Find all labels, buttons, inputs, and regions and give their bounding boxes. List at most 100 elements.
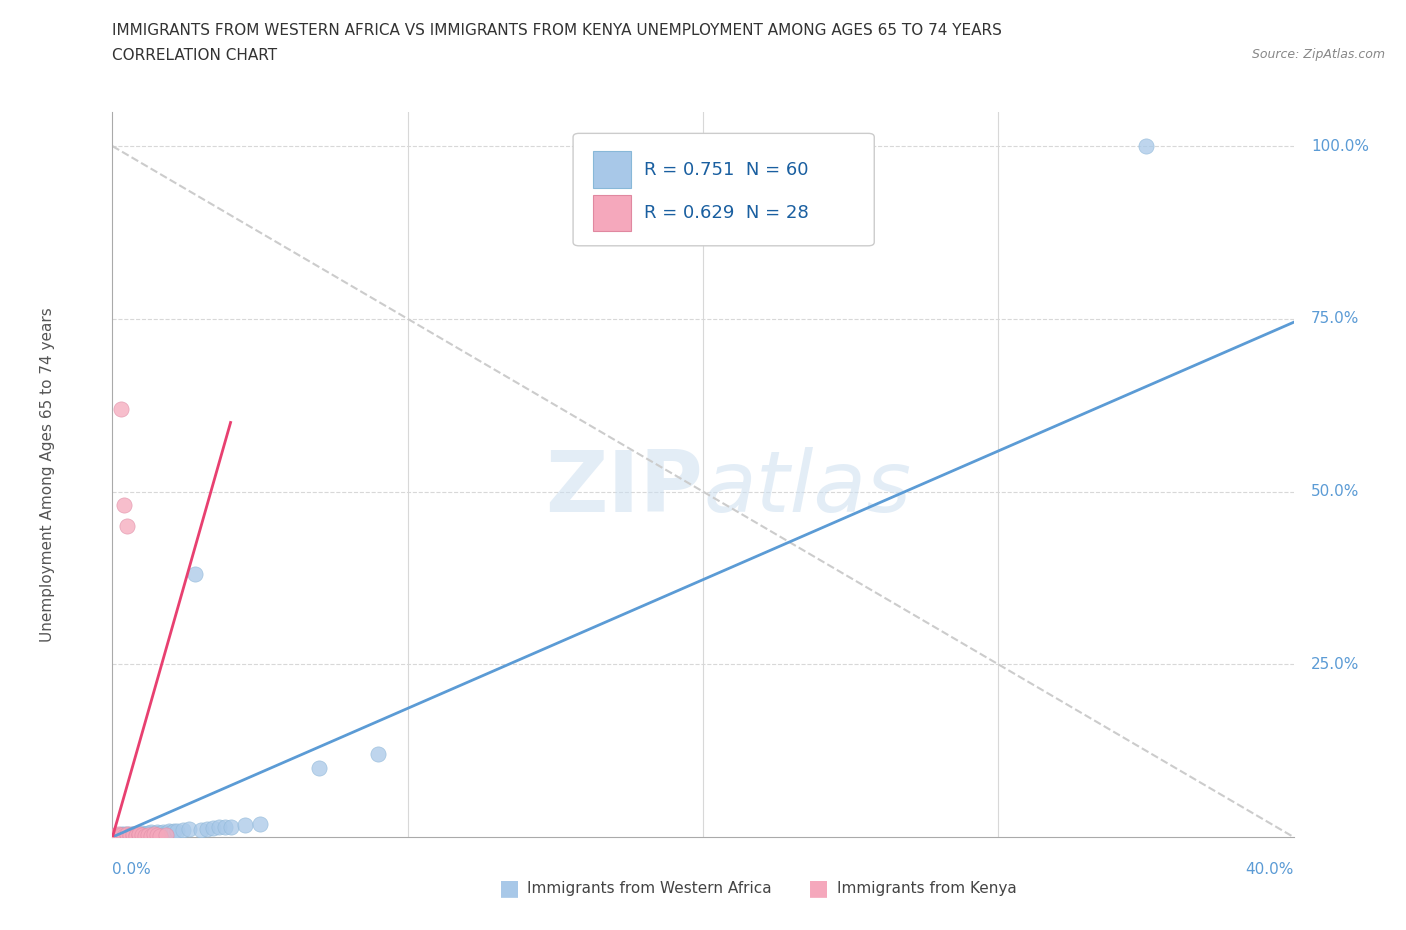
Point xyxy=(128,827,150,842)
Point xyxy=(122,827,145,842)
Point xyxy=(120,828,142,843)
Point xyxy=(110,828,132,843)
Point xyxy=(104,829,127,844)
Point xyxy=(120,829,142,844)
Point xyxy=(155,828,177,843)
Point xyxy=(112,828,135,843)
Point xyxy=(128,828,150,843)
Point xyxy=(160,825,183,840)
Text: Immigrants from Kenya: Immigrants from Kenya xyxy=(837,881,1017,896)
Text: R = 0.629  N = 28: R = 0.629 N = 28 xyxy=(644,205,808,222)
FancyBboxPatch shape xyxy=(574,133,875,246)
Point xyxy=(184,567,207,582)
Point xyxy=(134,828,156,843)
Point xyxy=(131,826,153,841)
Point xyxy=(179,821,201,836)
Point xyxy=(110,829,132,844)
Point xyxy=(117,828,138,843)
Point xyxy=(128,828,150,843)
Point xyxy=(142,826,165,841)
Text: 0.0%: 0.0% xyxy=(112,862,152,877)
Point xyxy=(110,401,132,416)
Point xyxy=(104,829,127,844)
Point xyxy=(120,827,142,842)
Point xyxy=(117,829,138,844)
Point xyxy=(112,827,135,842)
Text: CORRELATION CHART: CORRELATION CHART xyxy=(112,48,277,63)
Text: IMMIGRANTS FROM WESTERN AFRICA VS IMMIGRANTS FROM KENYA UNEMPLOYMENT AMONG AGES : IMMIGRANTS FROM WESTERN AFRICA VS IMMIGR… xyxy=(112,23,1002,38)
Text: 100.0%: 100.0% xyxy=(1312,139,1369,153)
Text: ■: ■ xyxy=(808,878,830,898)
Point xyxy=(1135,139,1157,153)
Point xyxy=(146,827,169,842)
Point xyxy=(146,825,169,840)
Point xyxy=(120,829,142,844)
Point xyxy=(112,498,135,512)
Point xyxy=(249,817,271,831)
Point xyxy=(125,829,148,844)
Bar xyxy=(593,195,631,232)
Point xyxy=(125,828,148,843)
Point xyxy=(149,826,172,841)
Text: ZIP: ZIP xyxy=(546,447,703,530)
Point xyxy=(131,828,153,843)
Point xyxy=(142,827,165,842)
Point xyxy=(117,826,138,841)
Point xyxy=(117,827,138,842)
Point xyxy=(139,827,162,842)
Point xyxy=(214,819,236,834)
Text: Unemployment Among Ages 65 to 74 years: Unemployment Among Ages 65 to 74 years xyxy=(39,307,55,642)
Text: R = 0.751  N = 60: R = 0.751 N = 60 xyxy=(644,161,808,179)
Point xyxy=(110,828,132,843)
Point xyxy=(112,829,135,844)
Point xyxy=(120,828,142,843)
Point xyxy=(122,829,145,844)
Text: 40.0%: 40.0% xyxy=(1246,862,1294,877)
Text: 25.0%: 25.0% xyxy=(1312,657,1360,671)
Point xyxy=(107,827,129,842)
Point xyxy=(172,823,194,838)
Point xyxy=(110,827,132,842)
Point xyxy=(195,821,218,836)
Point xyxy=(308,761,330,776)
Point xyxy=(149,829,172,844)
Point xyxy=(117,519,138,534)
Text: Source: ZipAtlas.com: Source: ZipAtlas.com xyxy=(1251,48,1385,61)
Point xyxy=(139,825,162,840)
Point xyxy=(110,829,132,844)
Point xyxy=(107,829,129,844)
Point xyxy=(107,829,129,844)
Point xyxy=(117,829,138,844)
Point xyxy=(110,829,132,844)
Point xyxy=(136,828,159,843)
Text: 50.0%: 50.0% xyxy=(1312,485,1360,499)
Point xyxy=(125,829,148,844)
Point xyxy=(131,828,153,843)
Point xyxy=(107,829,129,844)
Point xyxy=(122,826,145,841)
Bar xyxy=(593,152,631,188)
Point xyxy=(146,828,169,843)
Point xyxy=(157,824,180,839)
Point xyxy=(139,829,162,844)
Point xyxy=(117,828,138,843)
Point xyxy=(104,829,127,844)
Point xyxy=(122,828,145,843)
Point xyxy=(128,827,150,842)
Text: atlas: atlas xyxy=(703,447,911,530)
Text: ■: ■ xyxy=(499,878,520,898)
Point xyxy=(136,826,159,841)
Text: Immigrants from Western Africa: Immigrants from Western Africa xyxy=(527,881,772,896)
Point xyxy=(201,820,224,835)
Point xyxy=(104,828,127,843)
Point xyxy=(134,829,156,844)
Point xyxy=(112,829,135,844)
Point xyxy=(208,820,231,835)
Point xyxy=(190,823,212,838)
Point xyxy=(163,824,186,839)
Point xyxy=(122,829,145,844)
Point xyxy=(136,827,159,842)
Point xyxy=(367,747,389,762)
Point xyxy=(219,819,242,834)
Point xyxy=(152,825,174,840)
